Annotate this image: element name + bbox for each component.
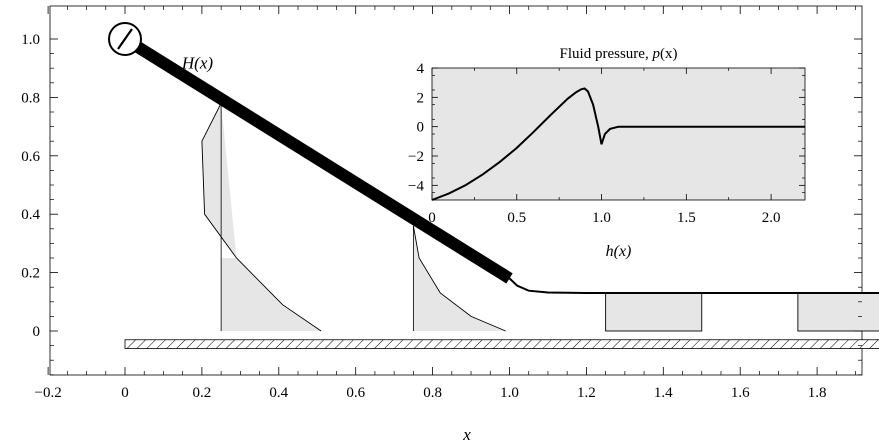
pressure-inset: 0 0.5 1.0 1.5 2.0 4 2 0 −2 −4 Fluid pressure, p(x)… <box>408 46 806 260</box>
x-tick-label: 0.4 <box>269 385 288 401</box>
x-tick-label: 1.6 <box>731 385 750 401</box>
inset-x-axis-label: h(x) <box>606 243 632 260</box>
x-tick-label: 1.0 <box>500 385 519 401</box>
velocity-profile-block <box>797 292 879 332</box>
inset-y-tick-label: −4 <box>408 178 424 194</box>
inset-x-tick-label: 1.0 <box>592 210 611 226</box>
x-tick-label: 0.2 <box>193 385 212 401</box>
plate-bar <box>121 33 513 284</box>
inset-x-tick-label: 0 <box>428 210 436 226</box>
x-tick-label: 0 <box>121 385 129 401</box>
velocity-profile-block <box>605 292 703 332</box>
velocity-profile-curve <box>412 225 506 332</box>
main-plot: H(x) −0.2 0 0.2 0.4 0.6 0.8 1.0 1.2 1.4 1.6 1.8 2.0 2… <box>21 5 879 443</box>
y-tick-label: 0.4 <box>21 207 40 223</box>
inset-y-tick-label: 4 <box>417 61 425 77</box>
hinge-slash <box>117 28 133 50</box>
inset-title-variable: p <box>651 46 660 62</box>
y-tick-label: 0.8 <box>21 90 40 106</box>
inset-y-tick-label: 2 <box>417 90 425 106</box>
x-tick-label: 0.6 <box>346 385 365 401</box>
x-axis-label: x <box>462 425 471 443</box>
x-tick-label: 0.8 <box>423 385 442 401</box>
inset-frame <box>431 67 806 201</box>
velocity-profile-fill-lower <box>221 258 322 331</box>
y-tick-label: 0.6 <box>21 149 40 165</box>
y-tick-label: 0 <box>33 324 41 340</box>
pressure-curve <box>431 87 805 201</box>
film-surface-line <box>508 277 879 294</box>
y-tick-label: 1.0 <box>21 32 40 48</box>
x-tick-label: 1.4 <box>654 385 673 401</box>
inset-x-tick-label: 1.5 <box>677 210 696 226</box>
inset-x-tick-label: 2.0 <box>762 210 781 226</box>
velocity-profile-curve <box>201 102 322 332</box>
inset-y-tick-label: −2 <box>408 149 424 165</box>
substrate-hatched <box>124 339 879 349</box>
x-tick-label: 1.8 <box>808 385 827 401</box>
annotation-H-label: H(x) <box>181 53 213 72</box>
x-tick-label: −0.2 <box>34 385 61 401</box>
y-tick-label: 0.2 <box>21 266 40 282</box>
x-tick-label: 1.2 <box>577 385 596 401</box>
inset-title: Fluid pressure, p(x) <box>560 46 678 62</box>
inset-x-tick-label: 0.5 <box>507 210 526 226</box>
plot-frame <box>49 5 863 376</box>
velocity-profile-fill-upper <box>201 103 237 258</box>
inset-y-tick-label: 0 <box>417 120 425 136</box>
inset-title-argument: (x) <box>660 46 678 62</box>
velocity-profile-fill <box>413 225 506 331</box>
